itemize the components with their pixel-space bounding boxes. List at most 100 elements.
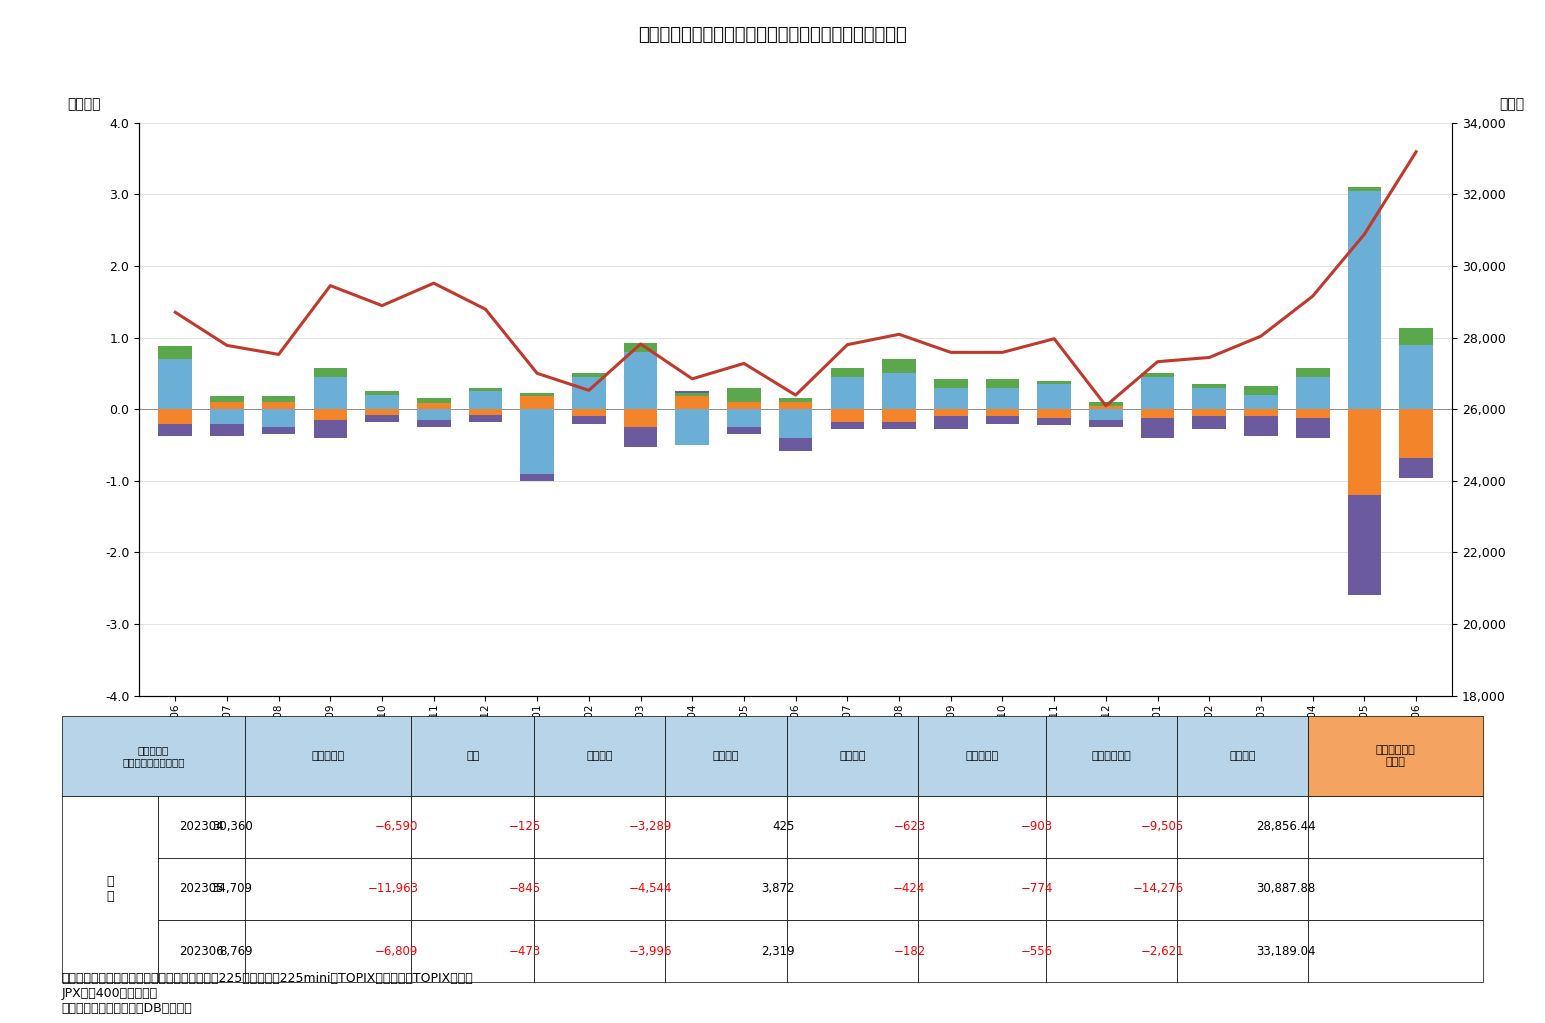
Bar	[1037, 384, 1071, 409]
Bar	[1193, 416, 1227, 430]
Bar	[1177, 796, 1309, 858]
Bar	[1400, 345, 1432, 409]
Bar	[1046, 920, 1177, 982]
Bar	[159, 409, 192, 424]
Text: −14,276: −14,276	[1132, 883, 1185, 895]
Bar	[62, 796, 158, 982]
Bar	[1347, 190, 1381, 409]
Bar	[675, 396, 709, 409]
Bar	[1140, 417, 1174, 438]
Bar	[261, 402, 295, 409]
Bar	[158, 796, 246, 858]
Bar	[1309, 920, 1483, 982]
Bar	[572, 376, 606, 409]
Bar	[1296, 368, 1330, 376]
Bar	[831, 376, 864, 409]
Text: −125: −125	[508, 820, 541, 834]
Bar	[246, 796, 411, 858]
Text: −556: −556	[1021, 944, 1054, 958]
Bar	[728, 402, 760, 409]
Text: −6,809: −6,809	[375, 944, 419, 958]
Bar	[1347, 409, 1381, 495]
Bar	[521, 409, 555, 474]
Text: −9,505: −9,505	[1142, 820, 1185, 834]
Bar	[935, 388, 967, 409]
Bar	[158, 858, 246, 920]
Text: （兆円）: （兆円）	[66, 97, 100, 112]
Bar	[1296, 417, 1330, 438]
Text: −623: −623	[893, 820, 925, 834]
Bar	[417, 403, 451, 409]
Bar	[831, 368, 864, 376]
Bar	[831, 422, 864, 430]
Text: −4,544: −4,544	[629, 883, 672, 895]
Bar	[1177, 716, 1309, 796]
Bar	[572, 416, 606, 424]
Bar	[624, 409, 657, 428]
Bar	[1193, 384, 1227, 388]
Bar	[1347, 495, 1381, 595]
Text: 事業法人: 事業法人	[839, 751, 867, 761]
Text: 図表１　主な投資部門別売買動向と日経平均株価の推移: 図表１ 主な投資部門別売買動向と日経平均株価の推移	[638, 26, 907, 44]
Text: 33,189.04: 33,189.04	[1256, 944, 1315, 958]
Bar	[1140, 376, 1174, 409]
Bar	[1037, 381, 1071, 384]
Text: 生保・損保: 生保・損保	[966, 751, 1000, 761]
Text: （注）現物は東証・名証の二市場、先物は日経225先物、日経225mini、TOPIX先物、ミナTOPIX先物、
JPX日経400先物の合計
（資料）ニッセイ基礎: （注）現物は東証・名証の二市場、先物は日経225先物、日経225mini、TOP…	[62, 972, 474, 1015]
Bar	[535, 920, 664, 982]
Bar	[918, 796, 1046, 858]
Bar	[210, 409, 244, 424]
Text: −845: −845	[508, 883, 541, 895]
Bar	[1400, 409, 1432, 458]
Bar	[664, 796, 788, 858]
Text: 30,887.88: 30,887.88	[1256, 883, 1315, 895]
Bar	[728, 428, 760, 434]
Bar	[675, 409, 709, 445]
Bar	[1046, 716, 1177, 796]
Bar	[417, 419, 451, 428]
Bar	[1037, 417, 1071, 425]
Bar	[1244, 409, 1278, 416]
Bar	[159, 424, 192, 437]
Legend: 海外投資家, 個人, 事業法人, 信託銀行, 日経平均株価（右軸）: 海外投資家, 個人, 事業法人, 信託銀行, 日経平均株価（右軸）	[587, 862, 1004, 885]
Bar	[882, 373, 916, 409]
Bar	[1296, 409, 1330, 417]
Bar	[779, 398, 813, 402]
Bar	[314, 409, 348, 419]
Bar	[918, 716, 1046, 796]
Bar	[831, 409, 864, 422]
Bar	[1193, 388, 1227, 409]
Text: 単位：億円
（億円未満切り捨て）: 単位：億円 （億円未満切り捨て）	[122, 745, 185, 767]
Text: −3,289: −3,289	[629, 820, 672, 834]
Text: −774: −774	[1021, 883, 1054, 895]
Text: −2,621: −2,621	[1140, 944, 1185, 958]
Bar	[521, 396, 555, 409]
Text: 202305: 202305	[179, 883, 224, 895]
Bar	[1177, 920, 1309, 982]
Bar	[624, 344, 657, 352]
Bar	[417, 409, 451, 419]
Bar	[1177, 858, 1309, 920]
Bar	[935, 416, 967, 430]
Bar	[986, 380, 1020, 388]
Bar	[624, 428, 657, 447]
Text: −11,963: −11,963	[368, 883, 419, 895]
Bar	[246, 716, 411, 796]
Bar	[1089, 402, 1123, 405]
Bar	[1244, 416, 1278, 437]
Bar	[1400, 328, 1432, 345]
Bar	[779, 409, 813, 438]
Bar	[728, 388, 760, 402]
Text: −903: −903	[1021, 820, 1054, 834]
Bar	[986, 409, 1020, 416]
Bar	[1296, 376, 1330, 409]
Bar	[62, 716, 246, 796]
Bar	[468, 388, 502, 391]
Bar	[1244, 395, 1278, 409]
Bar	[210, 402, 244, 409]
Bar	[675, 393, 709, 396]
Bar	[779, 438, 813, 451]
Bar	[882, 422, 916, 430]
Bar	[314, 368, 348, 376]
Bar	[246, 858, 411, 920]
